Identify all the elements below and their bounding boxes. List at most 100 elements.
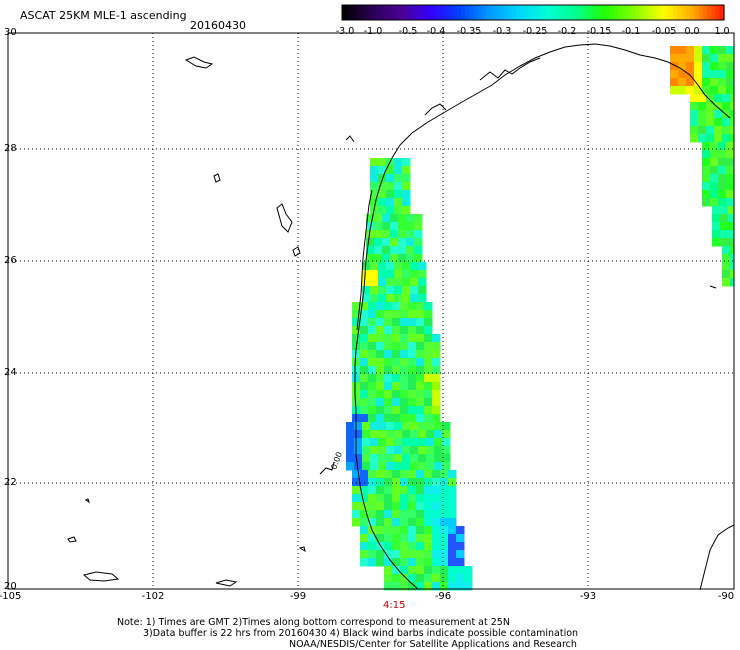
swath-cell (346, 422, 355, 431)
swath-cell (384, 550, 393, 559)
swath-cell (710, 150, 719, 159)
swath-cell (346, 446, 355, 455)
colorbar-label: -1.0 (363, 26, 383, 37)
swath-cell (678, 70, 687, 79)
swath-cell (710, 62, 719, 71)
swath-cell (394, 454, 403, 463)
swath-cell (384, 382, 393, 391)
swath-cell (418, 262, 427, 271)
colorbar-segment (431, 5, 436, 20)
swath-cell (442, 438, 451, 447)
swath-cell (418, 462, 427, 471)
swath-cell (432, 478, 441, 487)
colorbar-segment (499, 5, 504, 20)
swath-cell (424, 534, 433, 543)
swath-cell (416, 310, 425, 319)
swath-cell (722, 254, 731, 263)
colorbar-segment (358, 5, 364, 20)
swath-cell (386, 262, 395, 271)
swath-cell (408, 374, 417, 383)
barrier-islands (356, 189, 373, 331)
colorbar-frame (341, 4, 725, 21)
swath-cell (352, 510, 361, 519)
swath-cell (416, 494, 425, 503)
swath-cell (426, 462, 435, 471)
graticule (8, 33, 734, 589)
swath-cell (378, 158, 387, 167)
swath-cell (440, 534, 449, 543)
colorbar-segment (477, 5, 483, 20)
swath-cell (432, 374, 441, 383)
swath-cell (378, 206, 387, 215)
swath-cell (402, 166, 411, 175)
swath-cell (400, 478, 409, 487)
swath-cell (376, 390, 385, 399)
swath-cell (416, 374, 425, 383)
swath-cell (440, 558, 449, 567)
swath-cell (392, 494, 401, 503)
colorbar-segment (643, 5, 649, 20)
swath-cell (408, 558, 417, 567)
swath-cell (416, 558, 425, 567)
swath-cell (706, 94, 715, 103)
swath-cell (402, 286, 411, 295)
colorbar-segment (409, 5, 415, 20)
swath-cell (400, 494, 409, 503)
colorbar-segment (363, 5, 369, 20)
swath-cell (394, 190, 403, 199)
swath-cell (394, 294, 403, 303)
lat-label-22: 22 (4, 477, 17, 488)
swath-cell (402, 278, 411, 287)
swath-cell (712, 238, 721, 247)
swath-cell (360, 550, 369, 559)
swath-cell (726, 190, 734, 199)
swath-cell (408, 534, 417, 543)
swath-cell (366, 246, 375, 255)
swath-cell (424, 494, 433, 503)
swath-cell (346, 430, 355, 439)
lake-4 (85, 498, 90, 504)
swath-cell (400, 326, 409, 335)
swath-cell (720, 214, 729, 223)
colorbar-segment (592, 5, 598, 20)
colorbar-segment (639, 5, 644, 20)
swath-cell (362, 278, 371, 287)
swath-cell (408, 358, 417, 367)
swath-cell (694, 70, 703, 79)
swath-cell (440, 550, 449, 559)
swath-cell (424, 486, 433, 495)
colorbar-segment (554, 5, 560, 20)
swath-cell (728, 206, 734, 215)
swath-cell (712, 230, 721, 239)
swath-cell (722, 126, 731, 135)
swath-cell (352, 326, 361, 335)
swath-cell (730, 110, 734, 119)
colorbar-segment (486, 5, 492, 20)
swath-cell (392, 534, 401, 543)
swath-cell (710, 190, 719, 199)
swath-cell (718, 86, 727, 95)
swath-cell (694, 86, 703, 95)
swath-cell (376, 318, 385, 327)
swath-cell (368, 342, 377, 351)
swath-cell (402, 422, 411, 431)
colorbar-segment (541, 5, 547, 20)
swath-cell (418, 446, 427, 455)
swath-cell (702, 78, 711, 87)
swath-cell (400, 534, 409, 543)
swath-cell (384, 318, 393, 327)
swath-cell (718, 62, 727, 71)
swath-cell (408, 390, 417, 399)
swath-cell (378, 438, 387, 447)
swath-cell (366, 238, 375, 247)
colorbar-segment (707, 5, 712, 20)
swath-cell (432, 334, 441, 343)
swath-cell (718, 166, 727, 175)
swath-cell (384, 582, 393, 591)
wind-swath (346, 46, 734, 591)
swath-cell (378, 182, 387, 191)
swath-cell (370, 438, 379, 447)
swath-cell (386, 166, 395, 175)
swath-cell (432, 526, 441, 535)
swath-cell (360, 486, 369, 495)
